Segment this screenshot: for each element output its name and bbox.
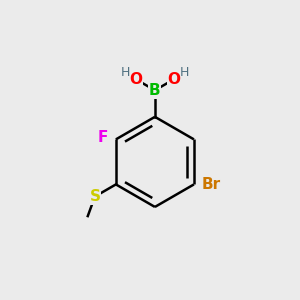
Text: H: H (180, 65, 189, 79)
Text: H: H (121, 65, 130, 79)
Text: O: O (167, 72, 180, 87)
Text: S: S (89, 189, 100, 204)
Text: B: B (149, 83, 161, 98)
Text: O: O (129, 72, 142, 87)
Text: Br: Br (202, 177, 221, 192)
Text: F: F (98, 130, 108, 145)
